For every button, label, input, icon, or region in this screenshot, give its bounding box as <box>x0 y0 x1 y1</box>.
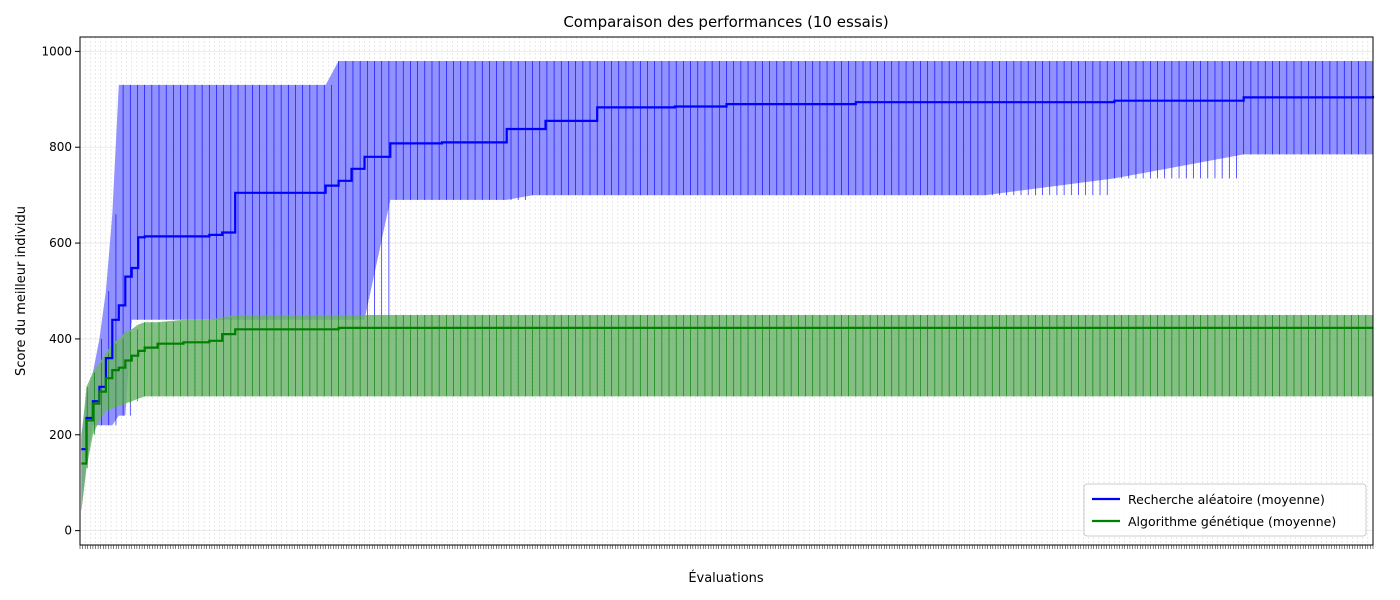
series-lines <box>81 95 1375 465</box>
legend-label-random: Recherche aléatoire (moyenne) <box>1128 492 1325 507</box>
x-axis-label: Évaluations <box>688 570 764 586</box>
y-tick-label: 600 <box>49 236 72 250</box>
x-ticks <box>79 545 1374 549</box>
legend-box <box>1083 483 1367 537</box>
y-tick-label: 800 <box>49 140 72 154</box>
mean-line-genetic <box>81 326 1373 465</box>
y-axis-label: Score du meilleur individu <box>14 206 29 376</box>
bands <box>81 60 1374 512</box>
y-ticks: 0 200 400 600 800 1000 <box>41 44 80 538</box>
mean-line-random <box>81 95 1375 451</box>
y-tick-label: 0 <box>64 524 72 538</box>
y-tick-label: 1000 <box>41 44 72 58</box>
y-tick-label: 400 <box>49 332 72 346</box>
y-tick-label: 200 <box>49 428 72 442</box>
legend-label-genetic: Algorithme génétique (moyenne) <box>1128 514 1336 529</box>
chart-title: Comparaison des performances (10 essais) <box>563 13 888 31</box>
legend: Recherche aléatoire (moyenne) Algorithme… <box>1083 483 1367 537</box>
